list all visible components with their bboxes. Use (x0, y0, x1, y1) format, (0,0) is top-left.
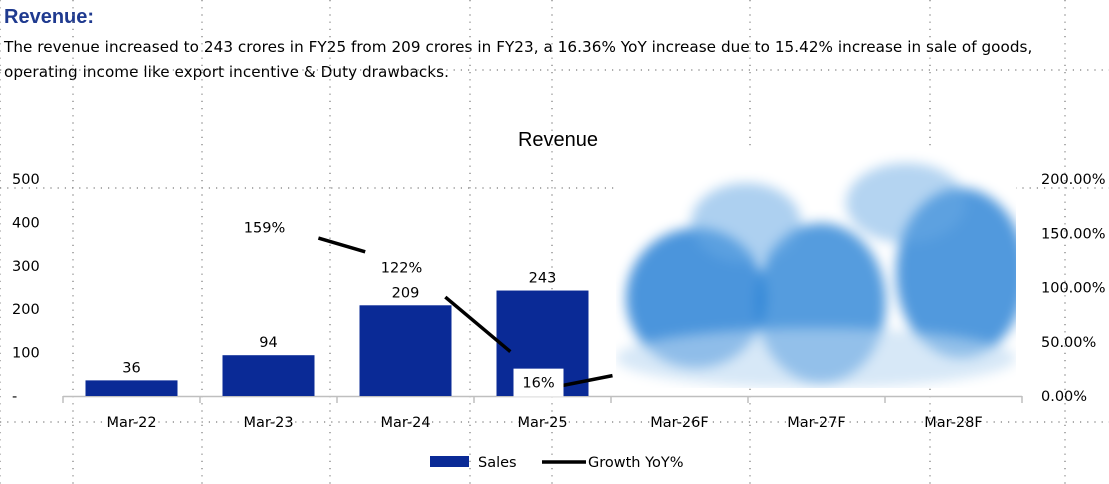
blur-blob (616, 328, 1016, 388)
sales-bar-label: 36 (122, 360, 140, 376)
left-axis-tick-label: - (12, 389, 17, 405)
x-axis-tick-label: Mar-23 (243, 415, 293, 431)
chart-title: Revenue (518, 129, 598, 151)
sales-bar-label: 243 (529, 271, 557, 287)
x-axis-tick-label: Mar-27F (787, 415, 845, 431)
redacted-forecast-region (616, 148, 1016, 388)
growth-point-label: 122% (381, 261, 422, 277)
chart-legend: Sales Growth YoY% (430, 455, 684, 471)
growth-label-box (513, 368, 564, 397)
sales-bar (222, 355, 315, 396)
blur-blob (691, 183, 801, 263)
right-axis-tick-label: 100.00% (1041, 281, 1106, 297)
left-axis-tick-label: 100 (12, 346, 40, 362)
legend-sales-swatch (430, 456, 469, 467)
x-axis-tick-label: Mar-28F (924, 415, 982, 431)
summary-paragraph: The revenue increased to 243 crores in F… (4, 38, 1033, 81)
left-axis-tick-label: 500 (12, 172, 40, 188)
growth-point-label: 16% (522, 376, 554, 392)
growth-line-segment (444, 295, 512, 353)
growth-point-label: 159% (244, 220, 285, 236)
sales-bar-label: 94 (259, 335, 277, 351)
chart-axes: - 100 200 300 400 500 0.00% 50.00% 100.00% 150.00… (12, 172, 1106, 431)
sales-bar (85, 380, 178, 396)
data-labels: 36 94 209 243 159% 122% 16% (122, 220, 564, 397)
x-axis-tick-label: Mar-26F (650, 415, 708, 431)
x-axis-tick-label: Mar-25 (517, 415, 567, 431)
left-axis-tick-label: 200 (12, 302, 40, 318)
x-axis-tick-label: Mar-22 (106, 415, 156, 431)
sales-bars (85, 290, 589, 396)
growth-line-segment (317, 236, 366, 254)
sales-bar-label: 209 (392, 285, 420, 301)
right-axis-tick-label: 0.00% (1041, 389, 1087, 405)
sales-bar (359, 305, 452, 396)
right-axis-tick-label: 200.00% (1041, 172, 1106, 188)
right-axis-tick-label: 50.00% (1041, 335, 1096, 351)
x-axis-tick-label: Mar-24 (380, 415, 430, 431)
section-heading: Revenue: (4, 6, 95, 28)
left-axis-tick-label: 400 (12, 215, 40, 231)
legend-sales-label: Sales (478, 455, 517, 471)
legend-growth-label: Growth YoY% (588, 455, 684, 471)
left-axis-tick-label: 300 (12, 259, 40, 275)
right-axis-tick-label: 150.00% (1041, 226, 1106, 242)
blur-blob (846, 163, 966, 243)
